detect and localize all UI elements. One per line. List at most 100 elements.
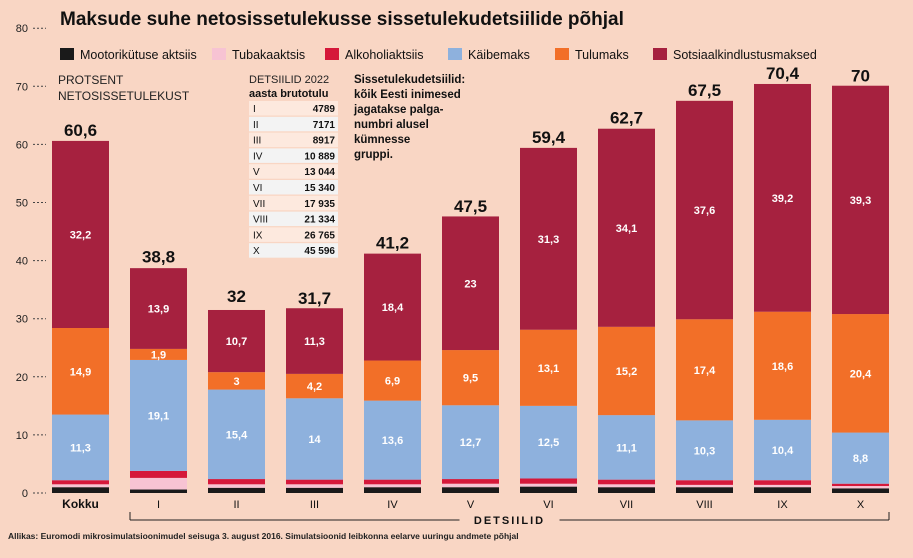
y-axis-label: PROTSENT NETOSISSETULEKUST xyxy=(58,73,190,103)
segment-value-label: 32,2 xyxy=(70,229,91,241)
bar-segment xyxy=(520,478,577,484)
table-income: 7171 xyxy=(313,120,336,131)
segment-value-label: 12,5 xyxy=(538,437,559,449)
segment-value-label: 15,2 xyxy=(616,366,637,378)
legend-swatch xyxy=(325,48,339,60)
bar-group-decile-VI: 12,5 13,1 31,3 59,4 VI xyxy=(520,128,577,511)
table-income: 13 044 xyxy=(304,167,335,178)
note-line: kõik Eesti inimesed xyxy=(354,89,461,101)
bar-total-label: 59,4 xyxy=(532,128,566,147)
table-row-bg xyxy=(249,211,338,227)
chart-title: Maksude suhe netosissetulekusse sissetul… xyxy=(60,9,624,30)
bar-total-label: 38,8 xyxy=(142,248,175,267)
bar-segment xyxy=(442,479,499,484)
bar-group-decile-IX: 10,4 18,6 39,2 70,4 IX xyxy=(754,64,811,511)
y-tick-label: 30 xyxy=(16,314,28,326)
bar-segment xyxy=(286,479,343,485)
segment-value-label: 14,9 xyxy=(70,366,91,378)
y-tick-label: 80 xyxy=(16,23,28,35)
segment-value-label: 11,3 xyxy=(70,442,91,454)
bar-segment xyxy=(598,479,655,485)
bar-segment xyxy=(286,373,343,399)
table-income: 17 935 xyxy=(304,199,335,210)
bar-segment xyxy=(364,400,421,480)
y-tick-label: 20 xyxy=(16,372,28,384)
segment-value-label: 31,3 xyxy=(538,234,559,246)
y-tick-label: 10 xyxy=(16,430,28,442)
bar-segment xyxy=(130,359,187,471)
segment-value-label: 12,7 xyxy=(460,437,481,449)
source-note: Allikas: Euromodi mikrosimulatsioonimude… xyxy=(8,531,519,541)
table-income: 8917 xyxy=(313,136,336,147)
table-decile: X xyxy=(253,246,260,257)
bar-segment xyxy=(598,128,655,327)
bar-segment xyxy=(520,329,577,406)
table-row-bg xyxy=(249,227,338,242)
y-axis: 0 10 20 30 40 50 60 70 80 xyxy=(16,23,46,500)
bar-segment xyxy=(442,405,499,480)
bar-segment xyxy=(208,479,265,485)
decile-explanation-note: Sissetulekudetsiilid: kõik Eesti inimesed… xyxy=(353,74,465,161)
bar-segment xyxy=(130,268,187,349)
bar-segment xyxy=(520,405,577,479)
bar-segment xyxy=(754,83,811,312)
table-row-bg xyxy=(249,132,338,148)
bar-total-label: 62,7 xyxy=(610,109,643,128)
table-row-bg xyxy=(249,101,338,116)
bar-segment xyxy=(442,487,499,493)
bar-segment xyxy=(754,484,811,488)
legend-swatch xyxy=(448,48,462,60)
bar-group-total: 11,3 14,9 32,2 60,6 Kokku xyxy=(52,121,109,511)
table-income: 10 889 xyxy=(304,151,335,162)
legend-label: Alkoholiaktsiis xyxy=(345,48,424,62)
legend-swatch xyxy=(212,48,226,60)
bar-group-decile-III: 14 4,2 11,3 31,7 III xyxy=(286,289,343,511)
bar-total-label: 47,5 xyxy=(454,197,487,216)
segment-value-label: 18,4 xyxy=(382,302,404,314)
table-row-bg xyxy=(249,148,338,163)
bar-segment xyxy=(598,415,655,480)
bar-segment xyxy=(676,420,733,481)
bar-segment xyxy=(832,432,889,484)
deciles-bracket: DETSIILID xyxy=(129,512,890,527)
x-category-label: VI xyxy=(543,499,553,511)
bar-segment xyxy=(130,470,187,478)
bar-segment xyxy=(676,480,733,485)
table-row-bg xyxy=(249,164,338,179)
segment-value-label: 4,2 xyxy=(307,381,322,393)
bar-segment xyxy=(520,147,577,330)
x-category-label: IX xyxy=(777,499,788,511)
bar-group-decile-I: 19,1 1,9 13,9 38,8 I xyxy=(130,248,187,511)
bar-segment xyxy=(832,486,889,489)
bars: 11,3 14,9 32,2 60,6 Kokku 19,11,913,938,8I 15,… xyxy=(52,64,889,511)
bar-total-label: 41,2 xyxy=(376,234,409,253)
bar-segment xyxy=(364,487,421,493)
bar-segment xyxy=(442,350,499,406)
bar-total-label: 70,4 xyxy=(766,64,800,83)
segment-value-label: 17,4 xyxy=(694,365,716,377)
x-category-label: VII xyxy=(620,499,633,511)
x-category-label: V xyxy=(467,499,475,511)
y-tick-label: 40 xyxy=(16,256,28,268)
y-tick-label: 60 xyxy=(16,139,28,151)
x-category-label: VIII xyxy=(696,499,713,511)
table-row-bg xyxy=(249,195,338,211)
bar-segment xyxy=(52,327,109,415)
decile-income-table: DETSIILID 2022 aasta brutotulu I 4789 II 7171… xyxy=(249,74,338,258)
x-category-label: Kokku xyxy=(62,497,99,511)
legend-label: Sotsiaalkindlustusmaksed xyxy=(673,48,817,62)
table-income: 45 596 xyxy=(304,246,335,257)
segment-value-label: 3 xyxy=(233,376,239,388)
table-row-bg xyxy=(249,243,338,258)
bar-total-label: 60,6 xyxy=(64,121,97,140)
y-axis-label-line: NETOSISSETULEKUST xyxy=(58,89,190,103)
segment-value-label: 13,1 xyxy=(538,363,559,375)
segment-value-label: 34,1 xyxy=(616,223,637,235)
bar-segment xyxy=(598,487,655,493)
note-line: gruppi. xyxy=(354,149,393,161)
bar-segment xyxy=(52,140,109,328)
bar-segment xyxy=(130,489,187,493)
x-category-label: IV xyxy=(387,499,398,511)
table-heading: DETSIILID 2022 xyxy=(249,74,329,86)
bar-segment xyxy=(286,487,343,493)
